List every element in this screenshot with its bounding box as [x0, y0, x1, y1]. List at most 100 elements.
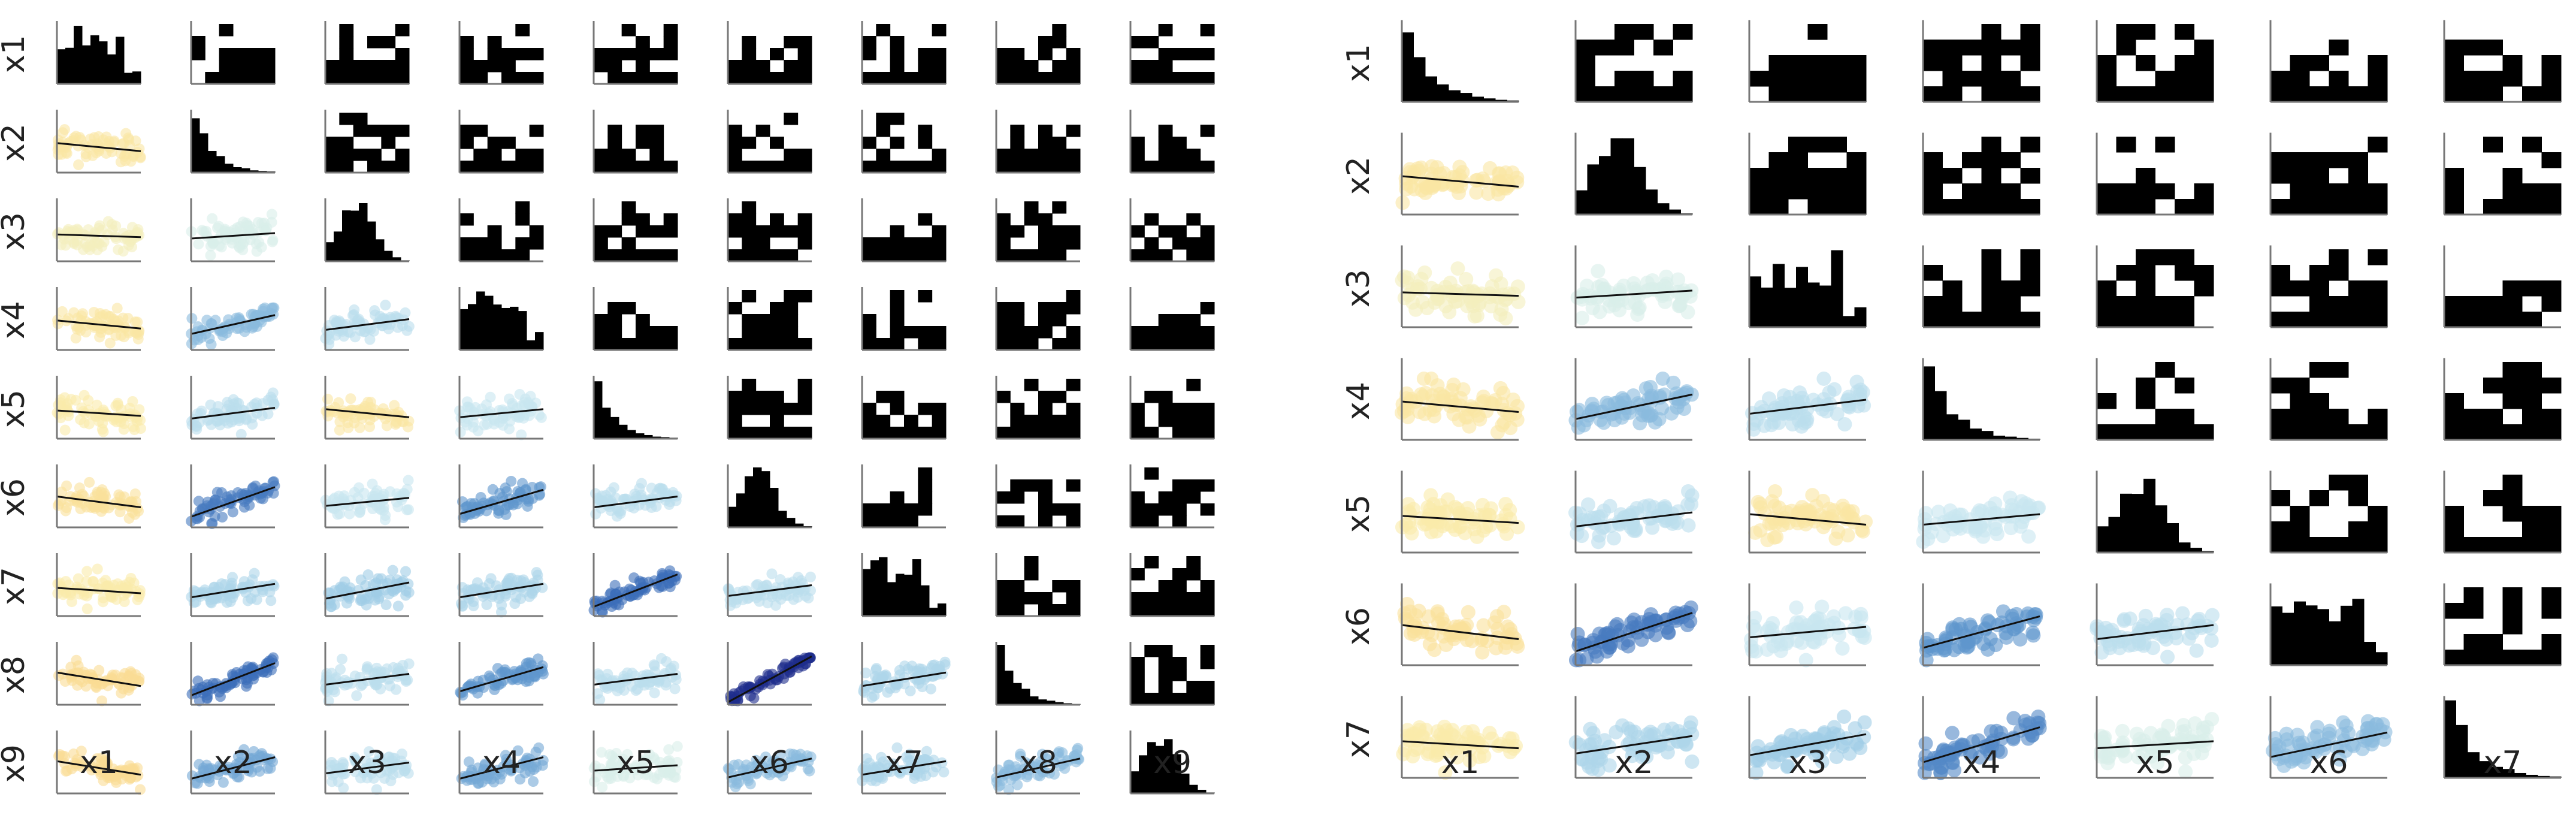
- x-axis-label: x6: [751, 745, 789, 781]
- density-cell: [2309, 312, 2329, 328]
- density-cell: [1923, 86, 1943, 102]
- density-cell: [1200, 645, 1215, 657]
- density-cell: [2329, 475, 2349, 491]
- scatter-point: [126, 668, 137, 679]
- density-cell: [2155, 183, 2175, 200]
- histogram-bar: [2143, 478, 2155, 553]
- scatter-point: [899, 672, 910, 683]
- histogram-bar: [2108, 517, 2121, 553]
- scatter-point: [78, 390, 90, 401]
- density-cell: [932, 72, 947, 84]
- panel-x1-x5: [2096, 20, 2214, 103]
- density-cell: [996, 149, 1011, 161]
- density-cell: [2522, 537, 2542, 553]
- histogram-bar: [384, 250, 393, 261]
- scatter-point: [1446, 407, 1461, 422]
- scatter-point: [111, 303, 123, 314]
- scatter-point: [1953, 521, 1968, 536]
- density-cell: [2290, 521, 2310, 538]
- scatter-point: [243, 661, 254, 672]
- scatter-point: [1918, 506, 1933, 521]
- scatter-point: [476, 403, 488, 415]
- density-cell: [353, 72, 368, 84]
- histogram-bar: [887, 582, 896, 616]
- regression-line: [191, 232, 276, 240]
- scatter-point: [528, 776, 539, 787]
- density-cell: [2444, 71, 2464, 87]
- scatter-point: [116, 687, 127, 699]
- density-cell: [663, 249, 678, 262]
- density-cell: [2502, 490, 2523, 506]
- density-cell: [621, 161, 636, 173]
- density-cell: [1981, 40, 2001, 56]
- scatter-point: [363, 746, 374, 757]
- scatter-point: [494, 416, 505, 428]
- scatter-point: [1667, 514, 1682, 529]
- density-cell: [1066, 403, 1081, 415]
- scatter-point: [95, 753, 107, 764]
- scatter-point: [462, 770, 473, 781]
- histogram-bar: [778, 511, 787, 527]
- density-cell: [607, 149, 622, 161]
- scatter-point: [71, 239, 83, 250]
- density-cell: [890, 515, 905, 528]
- histogram-bar: [2131, 494, 2144, 553]
- density-cell: [2483, 40, 2503, 56]
- scatter-point: [1422, 403, 1437, 418]
- panel-x8-x2: [186, 642, 279, 707]
- density-cell: [2020, 24, 2040, 40]
- scatter-point: [1395, 397, 1410, 412]
- scatter-point: [770, 600, 781, 611]
- density-cell: [996, 225, 1011, 238]
- density-cell: [339, 113, 354, 125]
- density-cell: [1144, 515, 1159, 528]
- scatter-point: [267, 387, 279, 399]
- scatter-point: [1591, 509, 1606, 524]
- density-cell: [2309, 296, 2329, 312]
- scatter-point: [249, 399, 260, 410]
- density-cell: [1172, 326, 1187, 339]
- scatter-point: [1623, 520, 1638, 535]
- density-cell: [784, 149, 799, 161]
- density-cell: [353, 125, 368, 137]
- density-cell: [797, 225, 812, 238]
- density-cell: [728, 72, 742, 84]
- scatter-point: [920, 770, 932, 781]
- scatter-point: [500, 509, 512, 520]
- density-cell: [2001, 152, 2021, 168]
- scatter-point: [227, 572, 238, 583]
- density-cell: [1066, 290, 1081, 303]
- scatter-point: [1401, 409, 1416, 424]
- density-cell: [459, 36, 474, 49]
- scatter-point: [228, 767, 240, 778]
- density-cell: [904, 161, 918, 173]
- scatter-point: [329, 768, 340, 779]
- scatter-point: [649, 660, 660, 672]
- density-cell: [755, 161, 770, 173]
- density-cell: [1158, 580, 1173, 593]
- density-cell: [1010, 314, 1025, 327]
- panel-x8-x3: [320, 642, 415, 707]
- scatter-point: [1815, 599, 1830, 614]
- density-cell: [1186, 556, 1201, 569]
- scatter-point: [761, 580, 772, 591]
- histogram-bar: [736, 493, 745, 527]
- density-cell: [918, 491, 933, 504]
- density-cell: [1130, 427, 1145, 439]
- scatter-point: [252, 762, 263, 773]
- density-cell: [2020, 168, 2040, 184]
- density-cell: [1186, 693, 1201, 705]
- density-cell: [1066, 604, 1081, 617]
- histogram-bar: [325, 242, 334, 261]
- density-cell: [755, 60, 770, 73]
- density-cell: [932, 225, 947, 238]
- density-cell: [876, 391, 891, 403]
- density-cell: [325, 72, 340, 84]
- density-cell: [594, 225, 608, 238]
- scatter-point: [596, 747, 607, 758]
- density-cell: [2368, 537, 2388, 553]
- density-cell: [1038, 137, 1053, 149]
- scatter-point: [1794, 390, 1809, 405]
- density-cell: [1186, 326, 1201, 339]
- scatter-point: [1854, 606, 1868, 621]
